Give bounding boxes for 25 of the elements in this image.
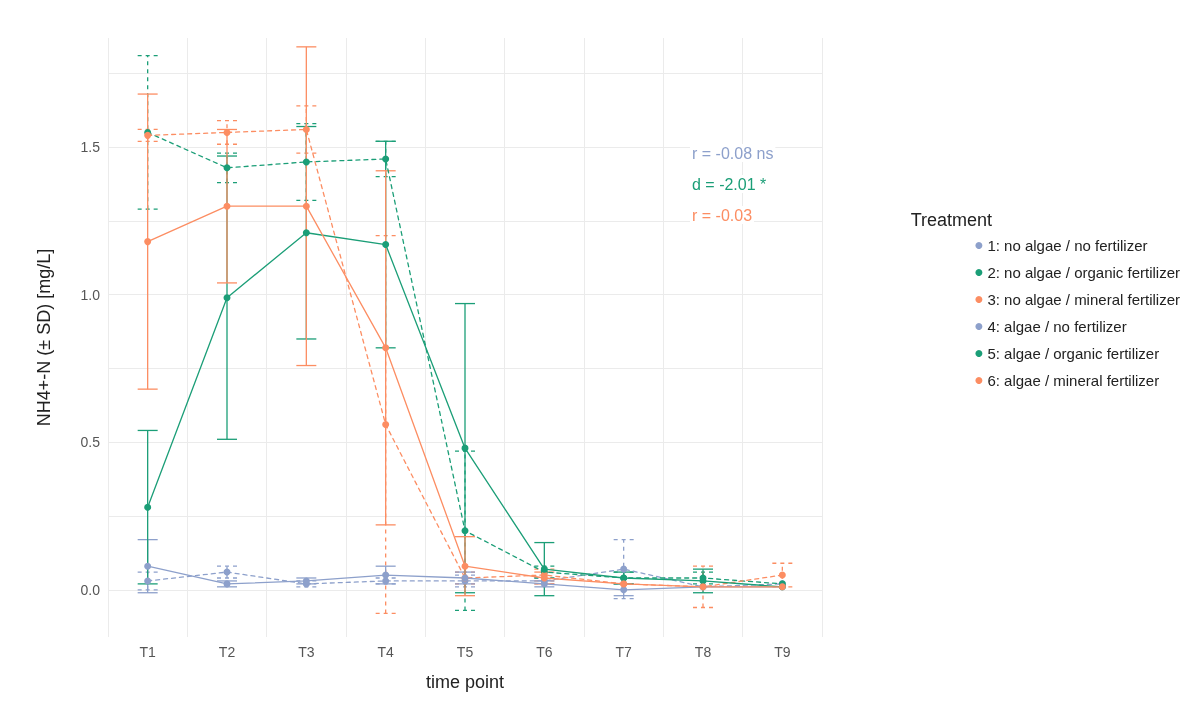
x-tick-label: T6 <box>536 644 553 660</box>
x-tick-label: T8 <box>694 644 712 660</box>
annotation: r = -0.03 <box>692 206 753 224</box>
legend-label: 2: no algae / organic fertilizer <box>987 264 1180 281</box>
x-tick-label: T3 <box>298 644 315 660</box>
annotation: r = -0.08 ns <box>692 144 774 162</box>
y-tick-label: 0.5 <box>80 434 101 451</box>
y-tick-label: 1.0 <box>80 286 101 303</box>
x-tick-label: T5 <box>456 644 474 660</box>
y-tick-label: 0.0 <box>80 581 101 598</box>
legend-title: Treatment <box>910 210 993 230</box>
y-tick-label: 1.5 <box>80 139 101 156</box>
x-axis-title: time point <box>425 672 505 692</box>
x-tick-label: T7 <box>615 644 633 660</box>
x-tick-label: T9 <box>774 644 791 660</box>
legend-label: 3: no algae / mineral fertilizer <box>987 291 1180 308</box>
annotation: d = -2.01 * <box>692 175 767 193</box>
x-tick-label: T1 <box>139 644 157 660</box>
legend-label: 5: algae / organic fertilizer <box>987 345 1160 362</box>
legend-label: 4: algae / no fertilizer <box>987 318 1127 335</box>
x-tick-label: T2 <box>218 644 236 660</box>
legend-label: 1: no algae / no fertilizer <box>987 237 1148 254</box>
legend-label: 6: algae / mineral fertilizer <box>987 372 1160 389</box>
y-axis-title: NH4+-N (± SD) [mg/L] <box>34 248 54 427</box>
x-tick-label: T4 <box>377 644 395 660</box>
